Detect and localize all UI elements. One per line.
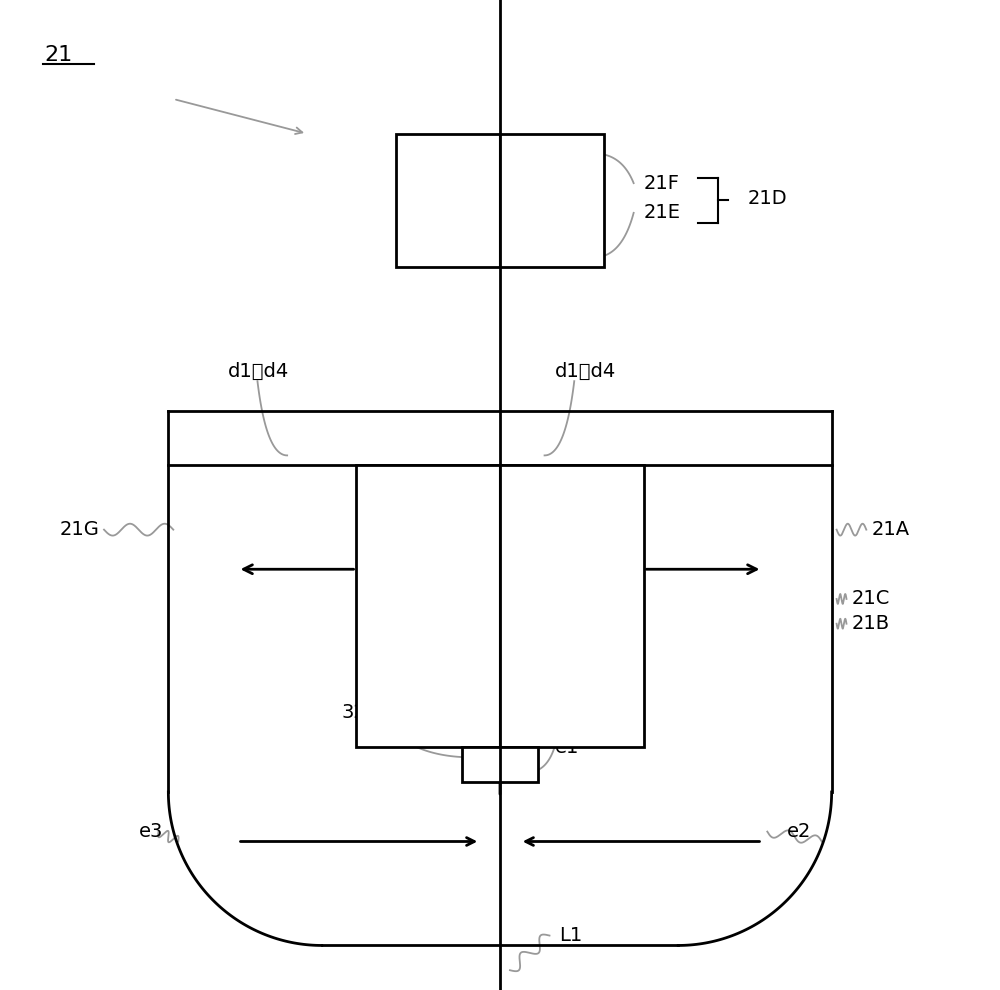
Text: e2: e2 (787, 822, 811, 842)
Text: 21B: 21B (851, 614, 890, 634)
Bar (356, 465, 644, 747)
Text: 32: 32 (342, 703, 366, 723)
Text: e1: e1 (554, 738, 579, 757)
Bar (462, 747, 538, 782)
Text: d1～d4: d1～d4 (554, 361, 616, 381)
Text: 21: 21 (45, 45, 73, 64)
Text: d1～d4: d1～d4 (228, 361, 289, 381)
Text: 21D: 21D (748, 188, 787, 208)
Text: L1: L1 (559, 926, 583, 945)
Text: 21A: 21A (871, 520, 909, 540)
Text: 21F: 21F (644, 173, 680, 193)
Bar (396, 134, 604, 267)
Text: 21E: 21E (644, 203, 681, 223)
Text: 21G: 21G (59, 520, 99, 540)
Text: e3: e3 (139, 822, 163, 842)
Text: 21C: 21C (851, 589, 890, 609)
